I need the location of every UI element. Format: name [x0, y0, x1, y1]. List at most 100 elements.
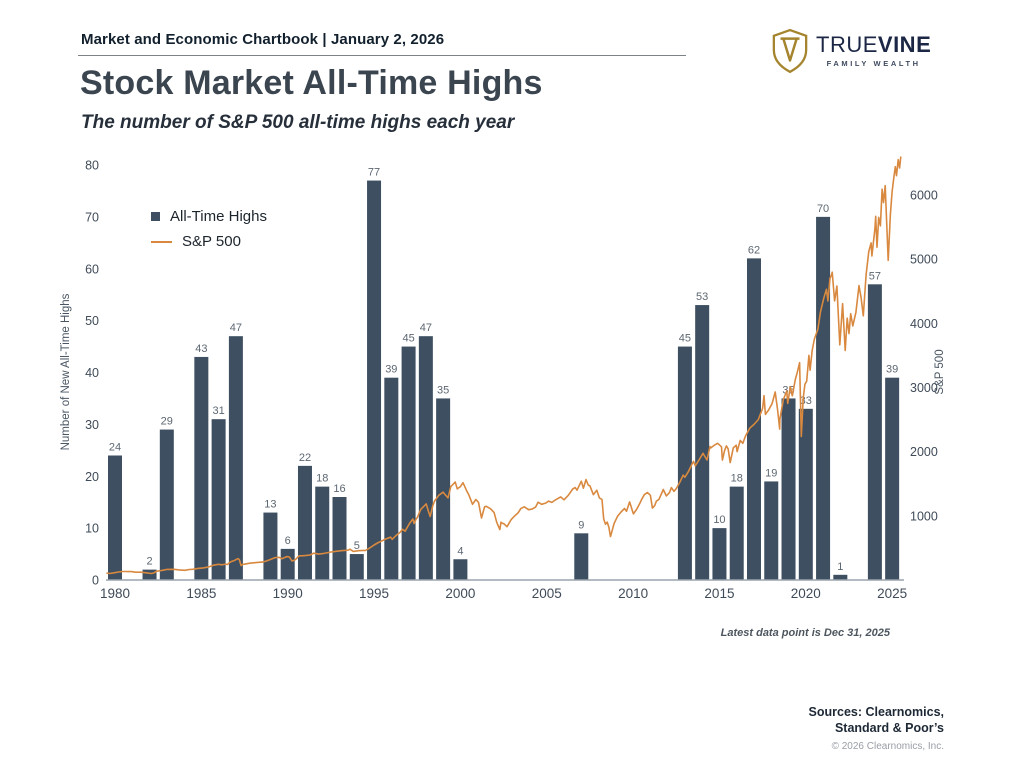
bar-label-2021: 70 — [817, 203, 829, 215]
bar-label-2015: 10 — [713, 514, 725, 526]
bar-1993 — [332, 497, 347, 580]
shield-icon — [772, 28, 808, 74]
bar-2024 — [867, 284, 882, 580]
bar-2000 — [453, 559, 468, 580]
right-tick-4000: 4000 — [910, 317, 938, 331]
bar-label-1989: 13 — [264, 499, 276, 511]
chartbook-header: Market and Economic Chartbook | January … — [81, 31, 445, 48]
left-tick-50: 50 — [85, 314, 99, 328]
copyright-line: © 2026 Clearnomics, Inc. — [831, 740, 944, 752]
sources-line2: Standard & Poor’s — [834, 721, 944, 736]
page-subtitle: The number of S&P 500 all-time highs eac… — [81, 112, 515, 133]
left-tick-60: 60 — [85, 262, 99, 276]
sources-line1: Sources: Clearnomics, — [808, 705, 944, 719]
bar-2019 — [781, 398, 796, 580]
sources-block: Sources: Clearnomics, Standard & Poor’s … — [809, 704, 944, 753]
sp500-line — [106, 156, 902, 575]
bar-label-1994: 5 — [354, 540, 360, 552]
bar-label-2017: 62 — [748, 244, 760, 256]
x-tick-2000: 2000 — [445, 586, 475, 601]
bar-label-2013: 45 — [679, 333, 691, 345]
left-tick-40: 40 — [85, 366, 99, 380]
bar-2013 — [677, 346, 692, 580]
bar-1987 — [228, 336, 243, 580]
bar-label-1997: 45 — [402, 333, 414, 345]
bar-2016 — [729, 486, 744, 580]
legend-label-bars: All-Time Highs — [170, 208, 267, 225]
bar-1985 — [194, 356, 209, 580]
bar-1990 — [280, 548, 295, 580]
bar-2017 — [746, 258, 761, 580]
bar-1994 — [349, 554, 364, 580]
x-tick-2020: 2020 — [791, 586, 821, 601]
bar-1997 — [401, 346, 416, 580]
bar-label-1987: 47 — [230, 322, 242, 334]
bar-2025 — [885, 377, 900, 580]
bar-label-2016: 18 — [731, 473, 743, 485]
bar-label-1995: 77 — [368, 167, 380, 179]
bar-1986 — [211, 419, 226, 580]
latest-data-note: Latest data point is Dec 31, 2025 — [720, 627, 890, 639]
bar-1995 — [367, 180, 382, 580]
logo-brand-true: TRUE — [816, 32, 878, 57]
bar-1992 — [315, 486, 330, 580]
bar-label-1991: 22 — [299, 452, 311, 464]
left-tick-20: 20 — [85, 470, 99, 484]
legend-item-sp500: S&P 500 — [151, 233, 267, 250]
truevine-logo: TRUEVINE FAMILY WEALTH — [771, 28, 931, 74]
left-tick-70: 70 — [85, 210, 99, 224]
bar-label-1992: 18 — [316, 473, 328, 485]
bar-1999 — [436, 398, 451, 580]
chart-legend: All-Time Highs S&P 500 — [151, 208, 267, 258]
bar-label-2014: 53 — [696, 291, 708, 303]
right-tick-1000: 1000 — [910, 509, 938, 523]
left-axis-title: Number of New All-Time Highs — [60, 293, 72, 450]
logo-brand: TRUEVINE — [816, 34, 931, 56]
bar-label-1980: 24 — [109, 442, 121, 454]
bar-label-2000: 4 — [457, 545, 463, 557]
bar-1996 — [384, 377, 399, 580]
bar-label-2025: 39 — [886, 364, 898, 376]
x-tick-2015: 2015 — [704, 586, 734, 601]
bar-label-1990: 6 — [285, 535, 291, 547]
right-tick-6000: 6000 — [910, 188, 938, 202]
x-tick-2005: 2005 — [532, 586, 562, 601]
left-tick-30: 30 — [85, 418, 99, 432]
bar-swatch-icon — [151, 212, 160, 221]
bar-label-2007: 9 — [578, 519, 584, 531]
bar-label-1986: 31 — [212, 405, 224, 417]
bar-1989 — [263, 512, 278, 580]
bar-label-1985: 43 — [195, 343, 207, 355]
bar-label-2018: 19 — [765, 467, 777, 479]
bar-1998 — [418, 336, 433, 580]
bar-2021 — [816, 216, 831, 580]
bar-label-1993: 16 — [333, 483, 345, 495]
header-divider — [78, 55, 686, 56]
bar-1983 — [159, 429, 174, 580]
bar-label-2022: 1 — [837, 561, 843, 573]
right-tick-5000: 5000 — [910, 253, 938, 267]
bar-label-2024: 57 — [869, 270, 881, 282]
bar-label-1999: 35 — [437, 384, 449, 396]
right-axis-title: S&P 500 — [934, 349, 946, 394]
right-tick-2000: 2000 — [910, 445, 938, 459]
bar-2022 — [833, 574, 848, 580]
page-title: Stock Market All-Time Highs — [80, 64, 543, 102]
bar-2020 — [798, 408, 813, 580]
bar-label-1982: 2 — [146, 556, 152, 568]
x-tick-1990: 1990 — [273, 586, 303, 601]
legend-item-all-time-highs: All-Time Highs — [151, 208, 267, 225]
x-tick-2025: 2025 — [877, 586, 907, 601]
x-tick-2010: 2010 — [618, 586, 648, 601]
bar-2007 — [574, 533, 589, 580]
logo-tagline: FAMILY WEALTH — [826, 59, 921, 68]
right-tick-3000: 3000 — [910, 381, 938, 395]
bar-1980 — [108, 455, 122, 580]
left-tick-10: 10 — [85, 522, 99, 536]
bar-1982 — [142, 569, 157, 580]
logo-brand-vine: VINE — [877, 32, 932, 57]
x-tick-1995: 1995 — [359, 586, 389, 601]
left-tick-80: 80 — [85, 159, 99, 173]
